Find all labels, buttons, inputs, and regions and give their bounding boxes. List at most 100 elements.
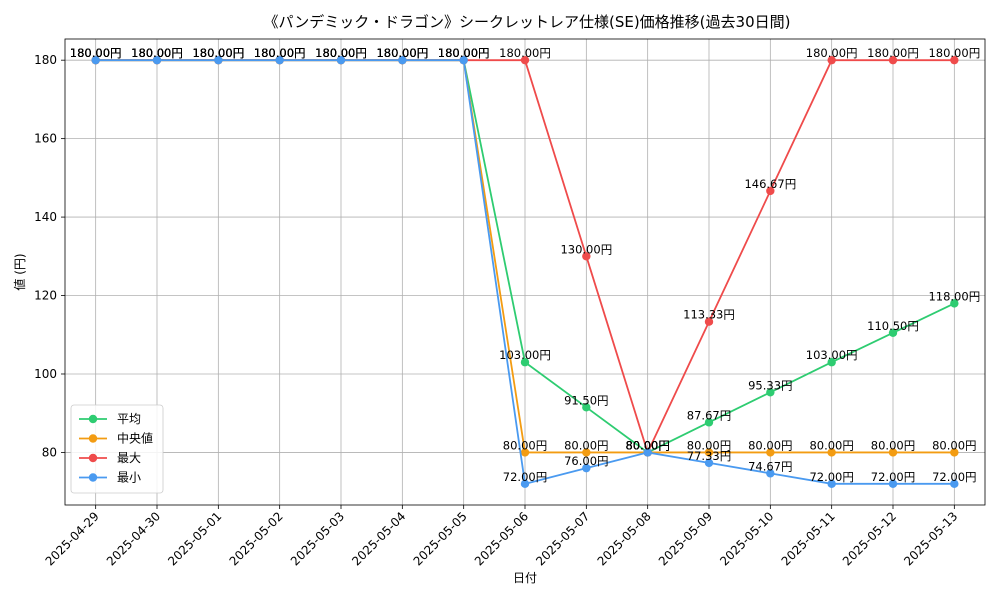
data-point bbox=[766, 388, 775, 397]
x-tick-label: 2025-05-06 bbox=[472, 509, 531, 568]
data-label: 180.00円 bbox=[192, 46, 244, 60]
data-label: 72.00円 bbox=[932, 470, 976, 484]
data-point bbox=[520, 358, 530, 367]
data-label: 74.67円 bbox=[748, 459, 792, 473]
data-label: 180.00円 bbox=[131, 46, 183, 60]
legend-marker bbox=[88, 414, 98, 424]
data-label: 146.67円 bbox=[744, 177, 796, 191]
data-point bbox=[398, 55, 407, 65]
data-label: 77.33円 bbox=[687, 449, 731, 463]
data-label: 80.00円 bbox=[625, 438, 669, 452]
data-label: 180.00円 bbox=[928, 46, 980, 60]
data-label: 180.00円 bbox=[315, 46, 367, 60]
legend-marker bbox=[88, 473, 98, 482]
data-point bbox=[704, 458, 714, 468]
x-tick-label: 2025-05-01 bbox=[165, 509, 224, 568]
data-label: 180.00円 bbox=[438, 46, 490, 60]
data-label: 80.00円 bbox=[625, 438, 669, 452]
data-label: 180.00円 bbox=[192, 46, 244, 60]
data-point bbox=[827, 55, 836, 65]
data-label: 180.00円 bbox=[315, 46, 367, 60]
grid-lines bbox=[65, 39, 985, 505]
data-label: 180.00円 bbox=[376, 46, 428, 60]
data-label: 80.00円 bbox=[871, 438, 915, 452]
data-point bbox=[214, 55, 223, 65]
data-point bbox=[950, 448, 959, 457]
data-label: 80.00円 bbox=[625, 438, 669, 452]
data-label: 72.00円 bbox=[809, 470, 853, 484]
data-point bbox=[766, 469, 775, 478]
series-group bbox=[91, 55, 959, 489]
data-label: 180.00円 bbox=[315, 46, 367, 60]
x-tick-label: 2025-04-30 bbox=[104, 509, 163, 568]
legend-marker bbox=[88, 453, 98, 463]
data-label: 180.00円 bbox=[131, 46, 183, 60]
data-label: 80.00円 bbox=[809, 438, 853, 452]
data-point bbox=[275, 55, 284, 65]
y-tick-label: 180 bbox=[34, 53, 57, 67]
data-point bbox=[766, 448, 775, 457]
data-label: 130.00円 bbox=[560, 242, 612, 256]
y-tick-label: 80 bbox=[42, 445, 57, 459]
data-point bbox=[704, 418, 714, 427]
x-axis-label: 日付 bbox=[513, 571, 537, 585]
data-labels: 180.00円 180.00円 180.00円 180.00円 180.00円 180.0… bbox=[70, 46, 980, 484]
data-label: 180.00円 bbox=[376, 46, 428, 60]
data-label: 103.00円 bbox=[806, 348, 858, 362]
legend-label: 最小 bbox=[117, 471, 141, 485]
data-point bbox=[704, 317, 714, 326]
data-label: 180.00円 bbox=[70, 46, 122, 60]
x-tick-label: 2025-05-10 bbox=[717, 509, 776, 568]
data-label: 180.00円 bbox=[70, 46, 122, 60]
data-label: 113.33円 bbox=[683, 308, 735, 322]
legend-label: 中央値 bbox=[117, 431, 153, 446]
data-label: 80.00円 bbox=[564, 438, 608, 452]
y-tick-label: 100 bbox=[34, 367, 57, 381]
data-point bbox=[643, 448, 652, 457]
data-label: 80.00円 bbox=[932, 438, 976, 452]
data-label: 87.67円 bbox=[687, 408, 731, 422]
x-tick-label: 2025-04-29 bbox=[43, 509, 102, 568]
data-label: 180.00円 bbox=[867, 46, 919, 60]
x-tick-label: 2025-05-05 bbox=[411, 509, 470, 568]
data-point bbox=[827, 479, 836, 489]
data-label: 180.00円 bbox=[376, 46, 428, 60]
x-tick-label: 2025-05-08 bbox=[595, 509, 654, 568]
data-label: 180.00円 bbox=[254, 46, 306, 60]
x-tick-label: 2025-05-12 bbox=[840, 509, 899, 568]
data-point bbox=[582, 463, 591, 473]
data-point bbox=[520, 55, 530, 65]
data-point bbox=[888, 448, 898, 457]
data-label: 72.00円 bbox=[503, 470, 547, 484]
data-label: 180.00円 bbox=[499, 46, 551, 60]
data-label: 180.00円 bbox=[192, 46, 244, 60]
data-point bbox=[704, 448, 714, 457]
x-tick-label: 2025-05-13 bbox=[901, 509, 960, 568]
data-point bbox=[91, 55, 100, 65]
data-label: 72.00円 bbox=[871, 470, 915, 484]
x-tick-label: 2025-05-02 bbox=[227, 509, 286, 568]
data-point bbox=[888, 479, 898, 489]
data-point bbox=[582, 252, 591, 261]
data-label: 180.00円 bbox=[438, 46, 490, 60]
data-label: 180.00円 bbox=[70, 46, 122, 60]
legend-label: 最大 bbox=[117, 451, 141, 465]
data-label: 180.00円 bbox=[438, 46, 490, 60]
data-label: 110.50円 bbox=[867, 319, 919, 333]
data-label: 180.00円 bbox=[806, 46, 858, 60]
x-tick-label: 2025-05-03 bbox=[288, 509, 347, 568]
data-point bbox=[582, 448, 591, 457]
data-label: 80.00円 bbox=[687, 438, 731, 452]
data-label: 180.00円 bbox=[254, 46, 306, 60]
data-point bbox=[888, 328, 898, 337]
x-tick-label: 2025-05-09 bbox=[656, 509, 715, 568]
data-point bbox=[827, 358, 836, 367]
legend-marker bbox=[88, 434, 98, 443]
data-label: 103.00円 bbox=[499, 348, 551, 362]
x-tick-label: 2025-05-04 bbox=[349, 509, 408, 568]
data-label: 180.00円 bbox=[376, 46, 428, 60]
data-label: 180.00円 bbox=[131, 46, 183, 60]
y-axis-label: 値 (円) bbox=[12, 253, 27, 290]
